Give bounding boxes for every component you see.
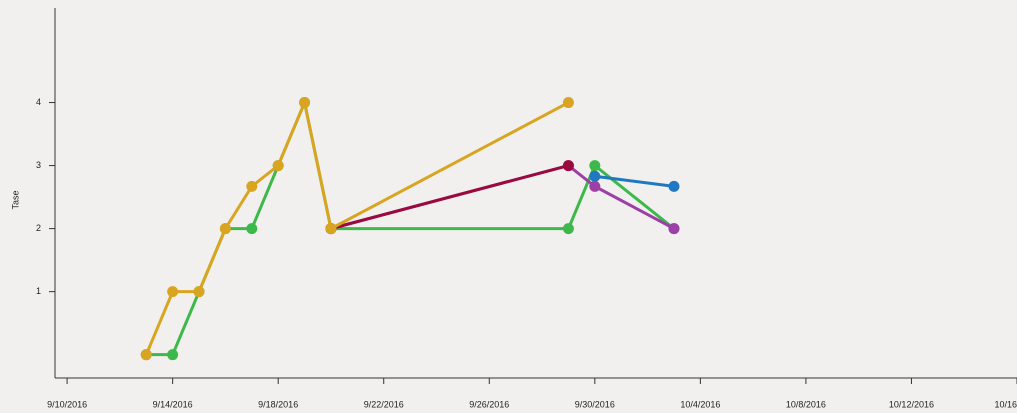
x-tick-label: 9/30/2016 [575,399,615,409]
x-tick-label: 9/22/2016 [364,399,404,409]
point [589,160,601,172]
y-tick-label: 4 [36,97,41,107]
point [272,160,284,172]
y-tick-label: 1 [36,286,41,296]
point [246,180,258,192]
point [167,349,179,361]
point [219,223,231,235]
point [246,223,258,235]
point [167,286,179,298]
point [589,170,601,182]
line [330,164,675,231]
x-tick-label: 10/16/2016 [994,399,1017,409]
point [193,286,205,298]
point [668,223,680,235]
point [325,223,337,235]
point [562,160,574,172]
y-axis-label: Tase [10,190,20,209]
line [594,174,675,188]
x-tick-label: 10/12/2016 [889,399,934,409]
point [562,97,574,109]
x-tick-label: 10/8/2016 [786,399,826,409]
y-tick-label: 2 [36,223,41,233]
x-tick-label: 9/26/2016 [469,399,509,409]
point [562,223,574,235]
y-tick-label: 3 [36,160,41,170]
line [330,164,569,231]
point [589,180,601,192]
x-tick-label: 9/10/2016 [47,399,87,409]
x-tick-label: 10/4/2016 [680,399,720,409]
x-tick-label: 9/18/2016 [258,399,298,409]
x-tick-label: 9/14/2016 [153,399,193,409]
point [299,97,311,109]
point [140,349,152,361]
point [668,180,680,192]
